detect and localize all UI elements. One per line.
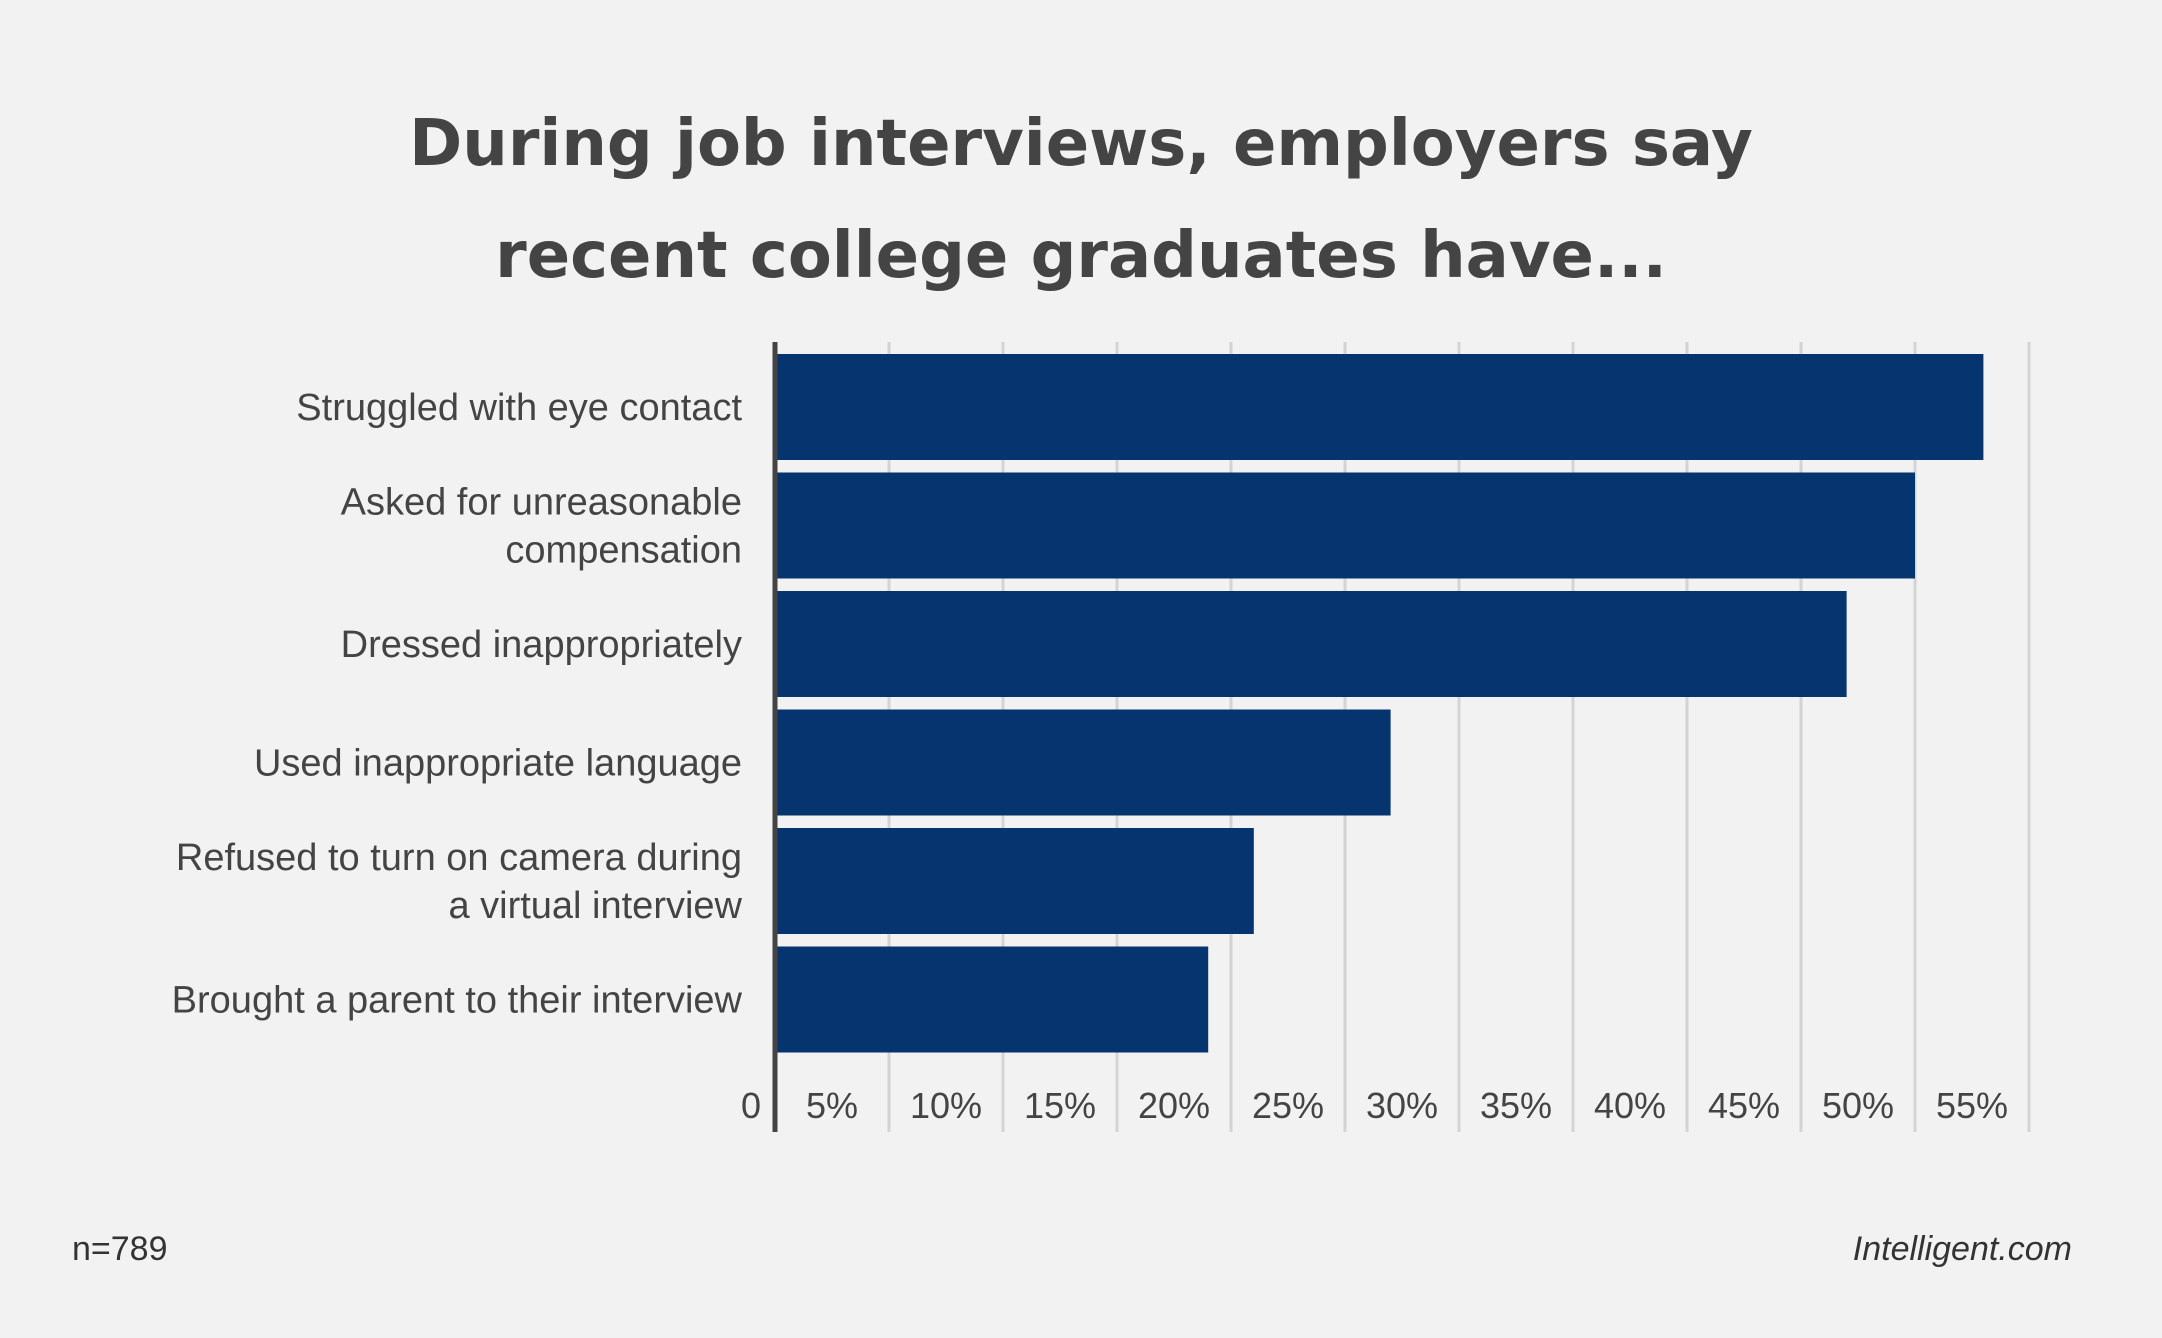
tick-label-5: 5% (806, 1085, 858, 1126)
bar-1 (775, 472, 1915, 579)
tick-label-50: 50% (1822, 1085, 1894, 1126)
category-label-4: Refused to turn on camera during a virtua… (176, 837, 743, 927)
tick-label-45: 45% (1708, 1085, 1780, 1126)
tick-label-20: 20% (1138, 1085, 1210, 1126)
sample-size-note: n=789 (72, 1230, 168, 1268)
category-label-1-line-1: compensation (505, 530, 742, 572)
tick-label-0: 0 (741, 1085, 761, 1126)
bars (775, 354, 1984, 1053)
category-label-4-line-0: Refused to turn on camera during (176, 837, 742, 879)
tick-label-35: 35% (1480, 1085, 1552, 1126)
category-label-2-line-0: Dressed inappropriately (341, 624, 742, 666)
tick-label-30: 30% (1366, 1085, 1438, 1126)
x-axis-tick-labels: 0 5% 10% 15% 20% 25% 30% 35% 40% 45% 50% 55% (741, 1085, 2008, 1126)
category-label-0: Struggled with eye contact (296, 387, 742, 429)
chart-title-line-1: During job interviews, employers say (409, 107, 1753, 181)
category-label-5: Brought a parent to their interview (172, 980, 743, 1022)
category-labels: Struggled with eye contact Asked for unre… (172, 387, 743, 1022)
chart-title: During job interviews, employers say rec… (0, 88, 2162, 312)
category-label-3: Used inappropriate language (254, 743, 742, 785)
bar-5 (775, 946, 1209, 1053)
category-label-1: Asked for unreasonable compensation (341, 482, 742, 572)
bar-3 (775, 709, 1391, 816)
category-label-3-line-0: Used inappropriate language (254, 743, 742, 785)
tick-label-40: 40% (1594, 1085, 1666, 1126)
category-label-1-line-0: Asked for unreasonable (341, 482, 742, 524)
source-credit: Intelligent.com (1852, 1230, 2072, 1268)
bar-4 (775, 828, 1254, 934)
category-label-5-line-0: Brought a parent to their interview (172, 980, 743, 1022)
tick-label-10: 10% (910, 1085, 982, 1126)
category-label-0-line-0: Struggled with eye contact (296, 387, 742, 429)
tick-label-55: 55% (1936, 1085, 2008, 1126)
bar-0 (775, 354, 1984, 460)
category-label-2: Dressed inappropriately (341, 624, 742, 666)
bar-2 (775, 591, 1847, 697)
chart-title-line-2: recent college graduates have... (495, 219, 1667, 293)
tick-label-15: 15% (1024, 1085, 1096, 1126)
category-label-4-line-1: a virtual interview (448, 885, 742, 927)
tick-label-25: 25% (1252, 1085, 1324, 1126)
